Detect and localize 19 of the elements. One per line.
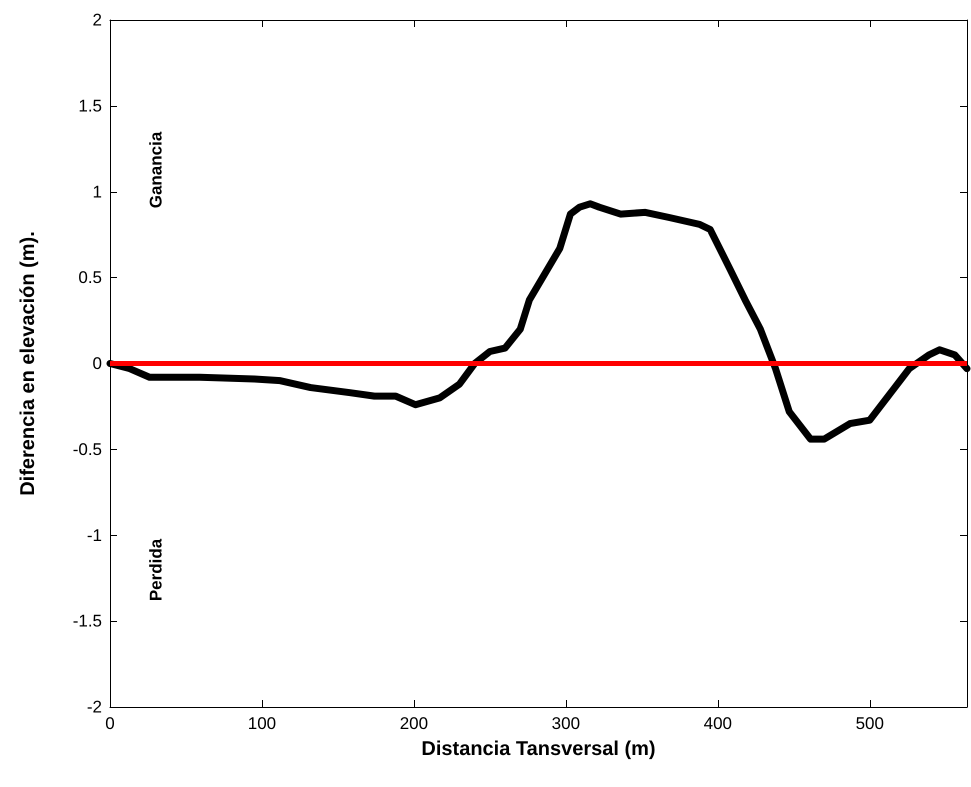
annotation: Perdida (146, 538, 166, 602)
x-axis-title: Distancia Tansversal (m) (421, 738, 656, 760)
y-tick-label: 2 (92, 10, 102, 30)
y-tick-label: 0.5 (78, 268, 102, 288)
x-tick-label: 300 (552, 714, 580, 733)
x-tick-label: 500 (856, 714, 884, 733)
y-tick-label: -1.5 (72, 612, 102, 631)
annotation: Ganancia (146, 131, 166, 208)
y-tick-label: -1 (86, 526, 102, 545)
y-tick-label: 0 (92, 354, 102, 373)
y-tick-label: 1.5 (78, 96, 102, 116)
y-tick-label: -2 (86, 698, 102, 716)
x-tick-label: 200 (400, 714, 428, 733)
y-tick-label: -0.5 (72, 440, 102, 459)
x-tick-label: 400 (704, 714, 732, 733)
y-tick-label: 1 (92, 182, 102, 202)
y-axis-title: Diferencia en elevación (m). (17, 231, 39, 496)
x-tick-label: 0 (105, 714, 115, 733)
x-tick-label: 100 (248, 714, 276, 733)
